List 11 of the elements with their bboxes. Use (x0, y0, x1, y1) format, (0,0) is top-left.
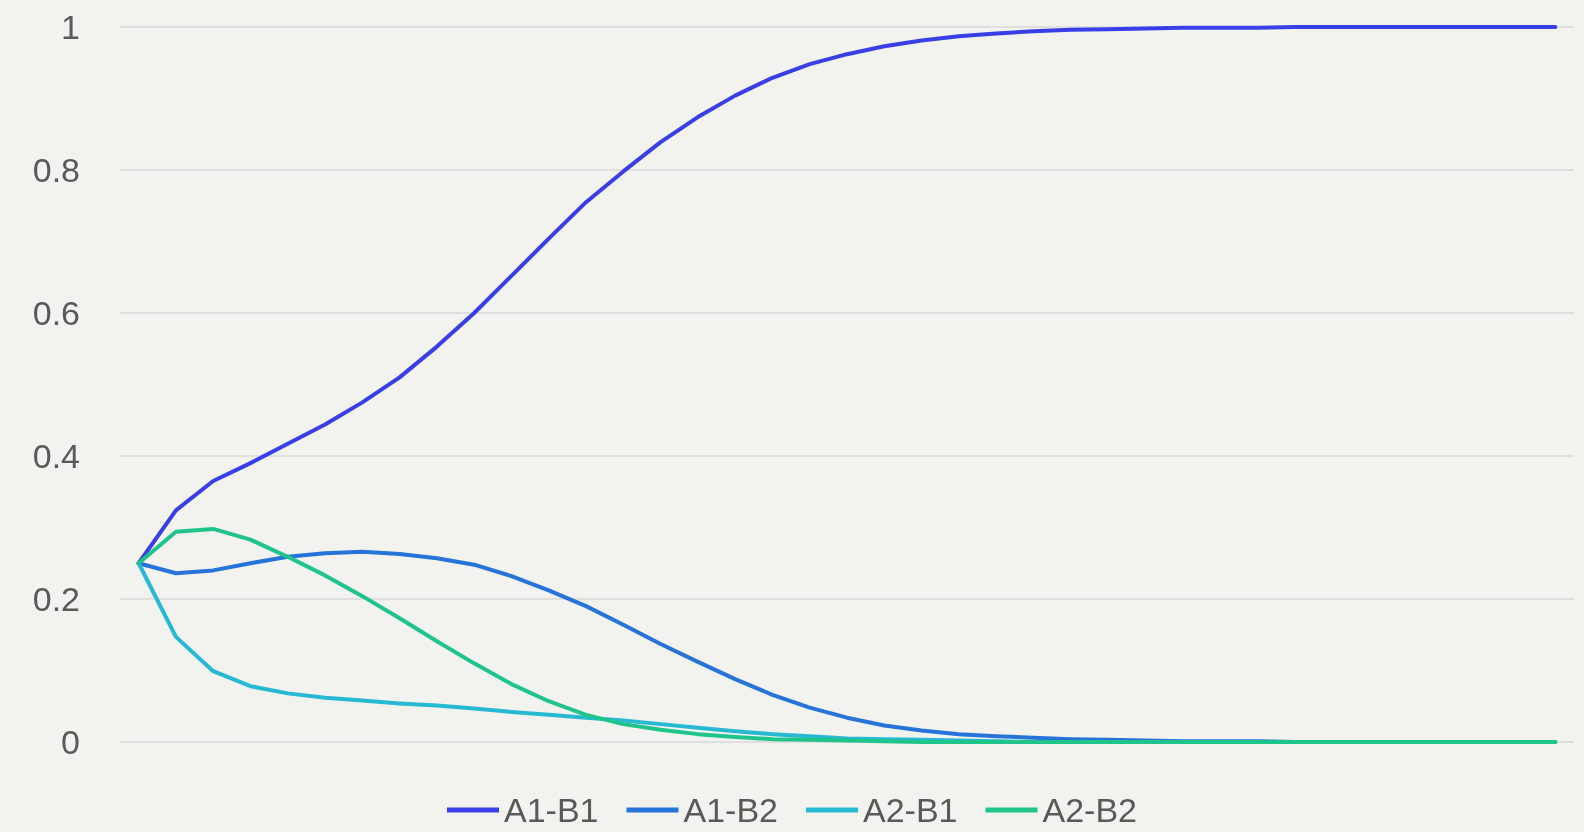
y-tick-label: 1 (61, 8, 80, 46)
legend-label: A1-B2 (683, 791, 778, 829)
line-series (136, 526, 1558, 744)
y-tick-label: 0.8 (32, 151, 80, 189)
y-tick-label: 0.2 (32, 580, 80, 618)
y-tick-label: 0.6 (32, 294, 80, 332)
legend-label: A2-B2 (1042, 791, 1137, 829)
legend-label: A1-B1 (504, 791, 599, 829)
legend-label: A2-B1 (863, 791, 958, 829)
y-tick-label: 0 (61, 723, 80, 761)
y-tick-label: 0.4 (32, 437, 80, 475)
